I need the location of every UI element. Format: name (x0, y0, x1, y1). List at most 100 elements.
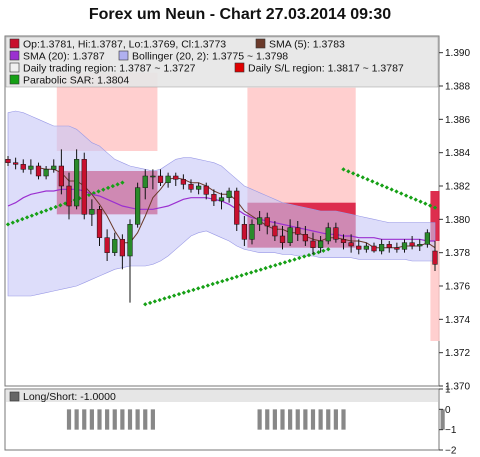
candle-body (96, 209, 103, 238)
lower-legend-background (6, 390, 438, 402)
y-tick-label: 1.390 (445, 48, 470, 59)
candle-body (28, 165, 34, 170)
lower-y-tick-label: −1 (445, 425, 457, 436)
long-short-panel: Long/Short: -1.0000 1 0 −1 −2 (4, 385, 457, 457)
sar-dot (196, 286, 201, 291)
candle-body (394, 247, 400, 250)
candle-body (333, 227, 339, 240)
sar-dot (215, 280, 220, 285)
candle-body (401, 242, 408, 250)
candle-body (318, 240, 324, 248)
sar-dot (120, 180, 125, 185)
sar-dot (384, 185, 389, 190)
chart-title: Forex um Neun - Chart 27.03.2014 09:30 (89, 6, 391, 23)
candle-body (379, 244, 385, 252)
candle-body (180, 179, 186, 185)
sar-dot (167, 294, 172, 300)
sar-dot (428, 203, 433, 208)
sar-dot (224, 277, 230, 282)
long-short-bar (288, 409, 293, 430)
candle-body (432, 250, 438, 265)
sar-dot (244, 271, 249, 277)
sar-dot (399, 191, 404, 196)
long-short-bar (89, 409, 94, 430)
trading-region-1 (247, 87, 356, 203)
candle-body (66, 185, 72, 207)
long-short-bar (150, 409, 155, 430)
legend-long-short: Long/Short: -1.0000 (23, 391, 116, 403)
sar-dot (234, 274, 239, 279)
candle-body (211, 194, 217, 202)
sar-dot (268, 264, 273, 269)
long-short-bar (333, 409, 338, 430)
candle-body (356, 245, 362, 250)
candle-body (43, 169, 49, 177)
sar-dot (408, 195, 414, 200)
candle-body (257, 217, 263, 225)
sar-dot (200, 284, 206, 290)
long-short-bar (143, 409, 148, 430)
lower-y-tick-label: 1 (445, 385, 451, 396)
sar-dot (115, 182, 120, 187)
sar-dot (249, 270, 254, 275)
candle-body (135, 187, 141, 225)
candle-body (20, 164, 26, 170)
sar-dot (39, 210, 44, 215)
long-short-bar (310, 409, 316, 430)
legend-bollinger: Bollinger (20, 2): 1.3775 ~ 1.3798 (132, 51, 288, 63)
candle-body (58, 165, 64, 187)
candle-body (81, 159, 87, 215)
candle-body (74, 159, 80, 207)
sar-dot (171, 293, 177, 298)
candle-body (104, 237, 110, 253)
sar-dot (351, 171, 356, 176)
long-short-bar (66, 409, 72, 430)
legend-swatch-sl-region (234, 62, 245, 73)
sar-dot (355, 173, 361, 178)
sar-dot (191, 287, 196, 292)
legend-ohlc: Op:1.3781, Hi:1.3787, Lo:1.3769, Cl:1.37… (23, 39, 226, 51)
sar-dot (48, 206, 54, 211)
sar-dot (96, 189, 101, 194)
long-short-bars (66, 409, 445, 430)
legend-swatch-bollinger (118, 50, 129, 61)
candle-body (112, 239, 118, 253)
long-short-bar (295, 409, 300, 430)
long-short-bar (272, 409, 277, 430)
candle-body (203, 185, 209, 195)
candle-body (188, 184, 194, 190)
long-short-bar (97, 409, 102, 430)
legend-swatch-sma5 (255, 38, 266, 49)
candle-body (424, 232, 430, 245)
sar-dot (365, 177, 370, 182)
sar-dot (418, 199, 423, 204)
sar-dot (302, 254, 307, 259)
sar-dot (287, 258, 292, 264)
long-short-bar (280, 409, 285, 430)
sar-dot (205, 283, 210, 288)
candle-layer (5, 149, 438, 303)
long-short-axis: 1 0 −1 −2 (439, 385, 457, 457)
legend-sma20: SMA (20): 1.3787 (23, 51, 105, 63)
y-tick-label: 1.378 (445, 248, 470, 259)
sar-dot (326, 247, 331, 252)
long-short-bar (105, 409, 110, 430)
candle-body (295, 227, 301, 235)
sar-dot (346, 169, 351, 174)
y-tick-label: 1.374 (445, 315, 470, 326)
y-tick-label: 1.384 (445, 148, 470, 159)
long-short-bar (82, 409, 87, 430)
candle-body (409, 242, 415, 247)
sar-dot (394, 189, 399, 194)
long-short-bar (326, 409, 331, 430)
long-short-bar (265, 409, 270, 430)
candle-body (287, 227, 293, 243)
candle-body (234, 190, 240, 225)
y-tick-label: 1.376 (445, 282, 470, 293)
lower-y-tick-label: 0 (445, 405, 451, 416)
long-short-bar (135, 409, 140, 430)
candle-body (150, 175, 156, 178)
legend-swatch-ohlc (9, 38, 20, 49)
